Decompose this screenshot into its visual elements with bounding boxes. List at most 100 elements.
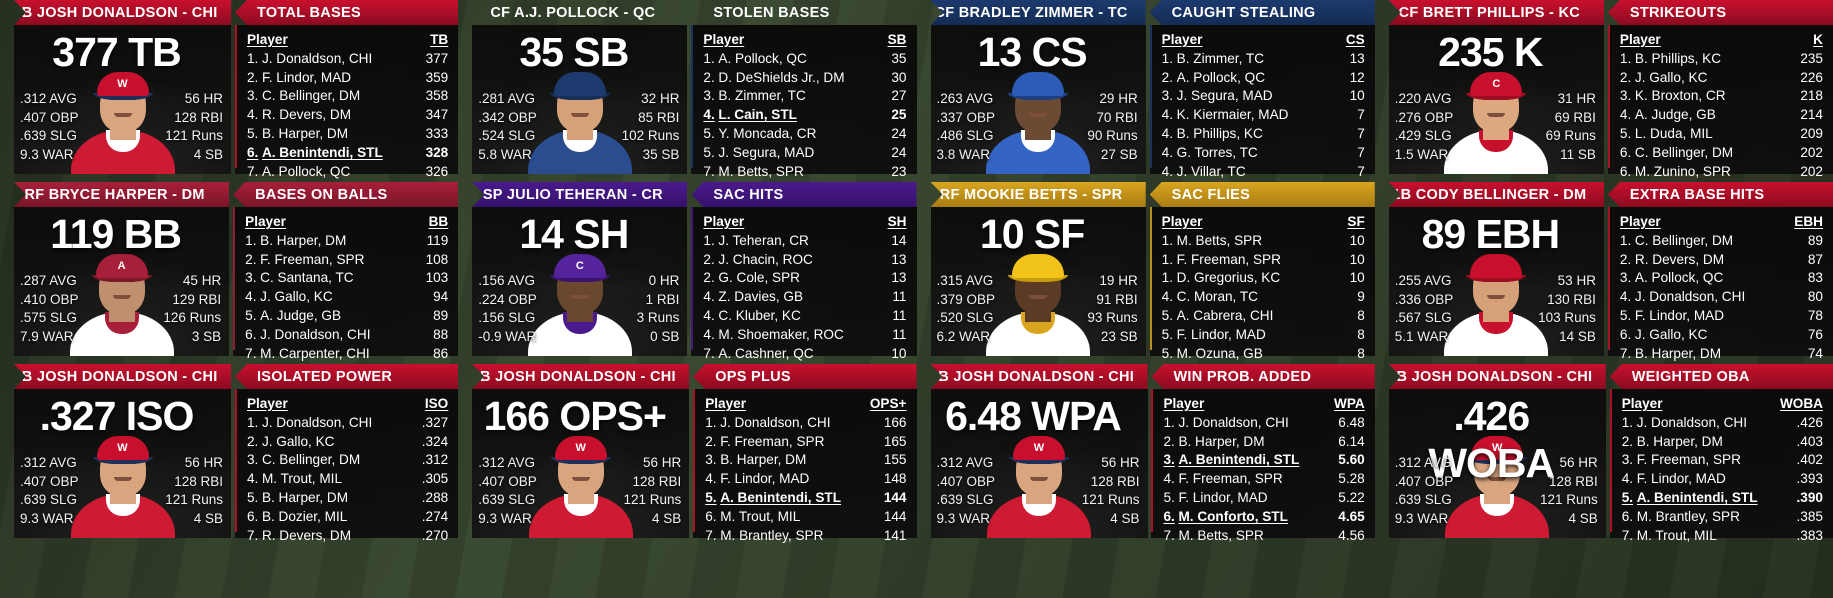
leaderboard-row[interactable]: 7. R. Devers, DM .270 (247, 527, 448, 546)
leaderboard-row[interactable]: 4. Z. Davies, GB 11 (703, 288, 906, 307)
leaderboard[interactable]: STRIKEOUTS Player K 1. B. Phillips, KC 2… (1607, 0, 1833, 179)
leaderboard-row[interactable]: 5. A. Benintendi, STL .390 (1622, 489, 1823, 508)
leaderboard[interactable]: SAC FLIES Player SF 1. M. Betts, SPR 10 … (1149, 182, 1375, 361)
stat-panel[interactable]: SP JULIO TEHERAN - CR C 14 SH (458, 182, 917, 361)
leaderboard-row[interactable]: 4. F. Freeman, SPR 5.28 (1163, 470, 1364, 489)
leaderboard-row[interactable]: 1. J. Donaldson, CHI .426 (1622, 414, 1823, 433)
leaderboard[interactable]: EXTRA BASE HITS Player EBH 1. C. Belling… (1607, 182, 1833, 361)
player-card[interactable]: SP JULIO TEHERAN - CR C 14 SH (472, 182, 688, 356)
leaderboard[interactable]: TOTAL BASES Player TB 1. J. Donaldson, C… (234, 0, 459, 179)
leaderboard-row[interactable]: 5. B. Harper, DM .288 (247, 489, 448, 508)
leaderboard-row[interactable]: 6. M. Trout, MIL 144 (705, 508, 906, 527)
leaderboard-row[interactable]: 7. M. Betts, SPR 4.56 (1163, 527, 1364, 546)
leaderboard-row[interactable]: 3. A. Pollock, QC 83 (1620, 269, 1823, 288)
player-card[interactable]: RF BRYCE HARPER - DM A 119 BB (14, 182, 230, 356)
leaderboard-row[interactable]: 4. J. Villar, TC 7 (1162, 163, 1365, 182)
leaderboard-row[interactable]: 1. J. Teheran, CR 14 (703, 232, 906, 251)
stat-panel[interactable]: 3B JOSH DONALDSON - CHI W .426 WOB (1375, 364, 1833, 543)
leaderboard-row[interactable]: 7. M. Betts, SPR 23 (703, 163, 906, 182)
leaderboard-row[interactable]: 2. F. Freeman, SPR 165 (705, 433, 906, 452)
leaderboard-row[interactable]: 7. M. Brantley, SPR 141 (705, 527, 906, 546)
leaderboard-row[interactable]: 4. L. Cain, STL 25 (703, 106, 906, 125)
leaderboard-row[interactable]: 4. A. Judge, GB 214 (1620, 106, 1823, 125)
player-card[interactable]: 3B JOSH DONALDSON - CHI W .327 ISO (14, 364, 231, 538)
leaderboard-row[interactable]: 7. M. Carpenter, CHI 86 (245, 345, 448, 364)
leaderboard-row[interactable]: 2. F. Freeman, SPR 108 (245, 251, 448, 270)
leaderboard-row[interactable]: 2. J. Gallo, KC .324 (247, 433, 448, 452)
leaderboard-row[interactable]: 5. F. Lindor, MAD 78 (1620, 307, 1823, 326)
leaderboard-row[interactable]: 6. J. Gallo, KC 76 (1620, 326, 1823, 345)
player-card[interactable]: RF MOOKIE BETTS - SPR 10 SF (930, 182, 1146, 356)
player-card[interactable]: 3B JOSH DONALDSON - CHI W 377 TB (14, 0, 231, 174)
leaderboard-row[interactable]: 4. G. Torres, TC 7 (1162, 144, 1365, 163)
leaderboard-row[interactable]: 5. F. Lindor, MAD 8 (1162, 326, 1365, 345)
leaderboard[interactable]: WEIGHTED OBA Player WOBA 1. J. Donaldson… (1609, 364, 1833, 543)
stat-panel[interactable]: CF BRADLEY ZIMMER - TC 13 CS (917, 0, 1375, 179)
leaderboard-row[interactable]: 5. L. Duda, MIL 209 (1620, 125, 1823, 144)
leaderboard-row[interactable]: 4. K. Kiermaier, MAD 7 (1162, 106, 1365, 125)
leaderboard-row[interactable]: 1. M. Betts, SPR 10 (1162, 232, 1365, 251)
leaderboard-row[interactable]: 1. J. Donaldson, CHI 166 (705, 414, 906, 433)
leaderboard[interactable]: WIN PROB. ADDED Player WPA 1. J. Donalds… (1151, 364, 1375, 543)
leaderboard-row[interactable]: 4. J. Donaldson, CHI 80 (1620, 288, 1823, 307)
leaderboard-row[interactable]: 4. B. Phillips, KC 7 (1162, 125, 1365, 144)
leaderboard-row[interactable]: 6. M. Zunino, SPR 202 (1620, 163, 1823, 182)
stat-panel[interactable]: 3B JOSH DONALDSON - CHI W 6.48 WPA (917, 364, 1375, 543)
leaderboard-row[interactable]: 2. R. Devers, DM 87 (1620, 251, 1823, 270)
leaderboard-row[interactable]: 3. C. Santana, TC 103 (245, 269, 448, 288)
leaderboard-row[interactable]: 3. K. Broxton, CR 218 (1620, 87, 1823, 106)
leaderboard-row[interactable]: 6. C. Bellinger, DM 202 (1620, 144, 1823, 163)
leaderboard-row[interactable]: 2. A. Pollock, QC 12 (1162, 69, 1365, 88)
stat-panel[interactable]: CF A.J. POLLOCK - QC 35 SB (458, 0, 917, 179)
leaderboard-row[interactable]: 1. A. Pollock, QC 35 (703, 50, 906, 69)
leaderboard[interactable]: CAUGHT STEALING Player CS 1. B. Zimmer, … (1149, 0, 1375, 179)
stat-panel[interactable]: 3B JOSH DONALDSON - CHI W 377 TB (0, 0, 459, 179)
leaderboard-row[interactable]: 5. F. Lindor, MAD 5.22 (1163, 489, 1364, 508)
leaderboard-row[interactable]: 2. B. Harper, DM .403 (1622, 433, 1823, 452)
leaderboard-row[interactable]: 6. B. Dozier, MIL .274 (247, 508, 448, 527)
player-card[interactable]: CF BRADLEY ZIMMER - TC 13 CS (930, 0, 1146, 174)
leaderboard-row[interactable]: 5. J. Segura, MAD 24 (703, 144, 906, 163)
player-card[interactable]: 3B JOSH DONALDSON - CHI W 166 OPS+ (472, 364, 690, 538)
leaderboard-row[interactable]: 4. C. Moran, TC 9 (1162, 288, 1365, 307)
leaderboard-row[interactable]: 4. J. Gallo, KC 94 (245, 288, 448, 307)
player-card[interactable]: 1B CODY BELLINGER - DM 89 EBH (1388, 182, 1604, 356)
leaderboard-row[interactable]: 1. B. Phillips, KC 235 (1620, 50, 1823, 69)
leaderboard-row[interactable]: 3. J. Segura, MAD 10 (1162, 87, 1365, 106)
leaderboard-row[interactable]: 7. M. Trout, MIL .383 (1622, 527, 1823, 546)
leaderboard-row[interactable]: 4. M. Trout, MIL .305 (247, 470, 448, 489)
leaderboard-row[interactable]: 7. A. Cashner, QC 10 (703, 345, 906, 364)
leaderboard-row[interactable]: 2. F. Lindor, MAD 359 (247, 69, 448, 88)
leaderboard[interactable]: BASES ON BALLS Player BB 1. B. Harper, D… (233, 182, 459, 361)
leaderboard-row[interactable]: 4. F. Lindor, MAD .393 (1622, 470, 1823, 489)
leaderboard-row[interactable]: 4. F. Lindor, MAD 148 (705, 470, 906, 489)
leaderboard-row[interactable]: 5. A. Cabrera, CHI 8 (1162, 307, 1365, 326)
stat-panel[interactable]: RF MOOKIE BETTS - SPR 10 SF (917, 182, 1375, 361)
leaderboard-row[interactable]: 1. J. Donaldson, CHI .327 (247, 414, 448, 433)
leaderboard-row[interactable]: 5. A. Judge, GB 89 (245, 307, 448, 326)
leaderboard-row[interactable]: 5. A. Benintendi, STL 144 (705, 489, 906, 508)
stat-panel[interactable]: CF BRETT PHILLIPS - KC C 235 K (1375, 0, 1833, 179)
leaderboard-row[interactable]: 7. A. Pollock, QC 326 (247, 163, 448, 182)
leaderboard-row[interactable]: 6. M. Brantley, SPR .385 (1622, 508, 1823, 527)
leaderboard-row[interactable]: 4. R. Devers, DM 347 (247, 106, 448, 125)
leaderboard-row[interactable]: 6. J. Donaldson, CHI 88 (245, 326, 448, 345)
leaderboard-row[interactable]: 5. Y. Moncada, CR 24 (703, 125, 906, 144)
leaderboard-row[interactable]: 2. J. Gallo, KC 226 (1620, 69, 1823, 88)
leaderboard-row[interactable]: 3. C. Bellinger, DM 358 (247, 87, 448, 106)
leaderboard-row[interactable]: 6. M. Conforto, STL 4.65 (1163, 508, 1364, 527)
leaderboard-row[interactable]: 1. C. Bellinger, DM 89 (1620, 232, 1823, 251)
stat-panel[interactable]: 3B JOSH DONALDSON - CHI W .327 ISO (0, 364, 459, 543)
leaderboard-row[interactable]: 7. B. Harper, DM 74 (1620, 345, 1823, 364)
leaderboard-row[interactable]: 2. G. Cole, SPR 13 (703, 269, 906, 288)
leaderboard-row[interactable]: 3. B. Zimmer, TC 27 (703, 87, 906, 106)
stat-panel[interactable]: 3B JOSH DONALDSON - CHI W 166 OPS+ (458, 364, 917, 543)
leaderboard-row[interactable]: 1. B. Harper, DM 119 (245, 232, 448, 251)
leaderboard[interactable]: OPS PLUS Player OPS+ 1. J. Donaldson, CH… (693, 364, 917, 543)
stat-panel[interactable]: 1B CODY BELLINGER - DM 89 EBH (1375, 182, 1833, 361)
leaderboard-row[interactable]: 6. A. Benintendi, STL 328 (247, 144, 448, 163)
leaderboard-row[interactable]: 2. D. DeShields Jr., DM 30 (703, 69, 906, 88)
leaderboard[interactable]: STOLEN BASES Player SB 1. A. Pollock, QC… (691, 0, 917, 179)
leaderboard-row[interactable]: 2. B. Harper, DM 6.14 (1163, 433, 1364, 452)
leaderboard[interactable]: SAC HITS Player SH 1. J. Teheran, CR 14 … (691, 182, 917, 361)
